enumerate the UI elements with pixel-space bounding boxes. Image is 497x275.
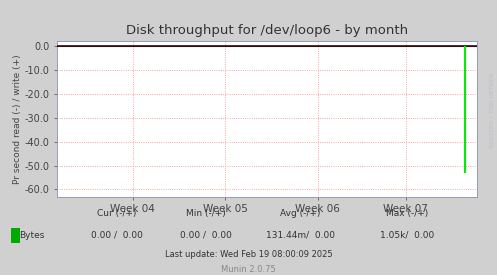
Text: 1.05k/  0.00: 1.05k/ 0.00 xyxy=(380,231,435,240)
Text: Avg (-/+): Avg (-/+) xyxy=(280,209,321,218)
Text: 131.44m/  0.00: 131.44m/ 0.00 xyxy=(266,231,335,240)
Text: Bytes: Bytes xyxy=(19,231,44,240)
Text: 0.00 /  0.00: 0.00 / 0.00 xyxy=(180,231,232,240)
Text: RRDTOOL / TOBI OETIKER: RRDTOOL / TOBI OETIKER xyxy=(490,72,495,148)
Text: 0.00 /  0.00: 0.00 / 0.00 xyxy=(91,231,143,240)
Y-axis label: Pr second read (-) / write (+): Pr second read (-) / write (+) xyxy=(13,54,22,184)
Text: Cur (-/+): Cur (-/+) xyxy=(97,209,137,218)
Text: Munin 2.0.75: Munin 2.0.75 xyxy=(221,265,276,274)
Text: Max (-/+): Max (-/+) xyxy=(386,209,429,218)
Title: Disk throughput for /dev/loop6 - by month: Disk throughput for /dev/loop6 - by mont… xyxy=(126,24,408,37)
Text: Min (-/+): Min (-/+) xyxy=(186,209,226,218)
Text: Last update: Wed Feb 19 08:00:09 2025: Last update: Wed Feb 19 08:00:09 2025 xyxy=(165,250,332,259)
